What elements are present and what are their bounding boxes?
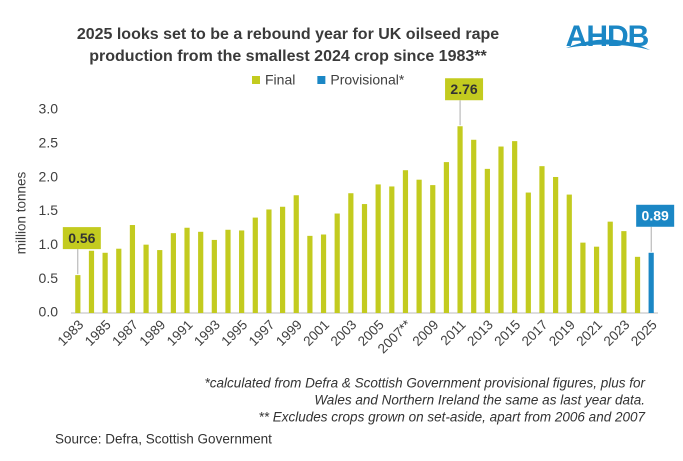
data-label: 0.56	[68, 230, 95, 246]
bar	[129, 225, 136, 313]
x-tick-label: 2025	[628, 317, 660, 349]
data-label: 2.76	[450, 81, 477, 97]
y-tick-label: 2.0	[39, 168, 59, 184]
bar	[525, 192, 531, 313]
bar	[279, 206, 286, 313]
bar	[170, 233, 176, 313]
bar	[375, 184, 381, 313]
bar	[116, 248, 122, 313]
data-label-box	[445, 78, 484, 101]
bar	[252, 217, 258, 313]
footnote: *calculated from Defra & Scottish Govern…	[205, 376, 646, 391]
x-tick-label: 2011	[438, 317, 469, 348]
logo: AHDB	[566, 20, 649, 53]
x-tick-label: 2019	[546, 317, 578, 349]
bar	[621, 231, 627, 313]
y-tick-label: 2.5	[39, 135, 59, 151]
x-tick-label: 2017	[519, 317, 551, 349]
bar	[348, 193, 354, 313]
bar	[498, 146, 504, 313]
bar	[593, 246, 600, 313]
chart-title: 2025 looks set to be a rebound year for …	[77, 26, 499, 43]
bar	[334, 213, 340, 313]
x-tick-label: 2013	[464, 317, 496, 349]
data-label: 0.89	[642, 207, 669, 223]
legend-swatch	[252, 76, 260, 84]
bar	[443, 162, 450, 313]
bar	[580, 242, 586, 313]
x-tick-label: 1985	[82, 317, 114, 349]
x-tick-label: 2003	[328, 317, 360, 349]
x-tick-label: 1999	[273, 317, 305, 349]
bar	[225, 229, 231, 313]
bar	[88, 250, 95, 313]
x-tick-label: 1987	[109, 317, 141, 349]
legend-label: Provisional*	[330, 72, 404, 88]
bar	[143, 244, 149, 313]
bar	[184, 227, 190, 313]
data-label-box	[636, 204, 675, 227]
bar	[471, 139, 477, 313]
bar	[198, 231, 204, 313]
bar	[389, 186, 395, 313]
bar	[402, 170, 409, 313]
x-tick-label: 2023	[601, 317, 633, 349]
x-tick-label: 1993	[191, 317, 223, 349]
footnote: Wales and Northern Ireland the same as l…	[314, 393, 645, 408]
x-tick-label: 2021	[573, 317, 605, 349]
bar	[320, 234, 327, 313]
bar	[553, 176, 559, 313]
footnote: ** Excludes crops grown on set-aside, ap…	[259, 410, 646, 425]
bar	[416, 179, 422, 313]
y-axis-label: million tonnes	[14, 171, 29, 254]
bar	[634, 256, 641, 313]
y-tick-label: 0.5	[39, 270, 59, 286]
y-tick-label: 0.0	[39, 304, 59, 320]
x-tick-label: 2015	[491, 317, 523, 349]
x-tick-label: 1995	[218, 317, 250, 349]
x-tick-label: 2001	[300, 317, 332, 349]
source: Source: Defra, Scottish Government	[55, 432, 272, 447]
bar	[293, 195, 299, 313]
bar	[539, 166, 545, 313]
bar	[239, 230, 245, 313]
bar	[430, 185, 436, 313]
x-tick-label: 1983	[55, 317, 87, 349]
bar	[457, 126, 463, 314]
bar	[157, 250, 163, 313]
bar	[211, 239, 217, 313]
legend-swatch	[317, 76, 326, 84]
data-label-box	[62, 227, 101, 250]
bar	[484, 168, 490, 313]
bar	[607, 221, 613, 313]
bar	[102, 252, 108, 313]
bar	[75, 275, 81, 313]
bar	[361, 204, 368, 313]
x-tick-label: 1991	[164, 317, 196, 349]
y-tick-label: 3.0	[39, 101, 59, 117]
y-tick-label: 1.0	[39, 236, 59, 252]
bar	[307, 235, 313, 313]
logo-swoosh	[566, 39, 650, 50]
bar	[566, 194, 572, 313]
bar	[266, 209, 272, 313]
x-tick-label: 2009	[410, 317, 442, 349]
x-tick-label: 1997	[246, 317, 278, 349]
chart-title: production from the smallest 2024 crop s…	[89, 48, 487, 65]
bar	[648, 252, 654, 313]
y-tick-label: 1.5	[39, 202, 59, 218]
x-tick-label: 1989	[137, 317, 169, 349]
bar	[512, 141, 518, 313]
legend-label: Final	[265, 72, 295, 88]
